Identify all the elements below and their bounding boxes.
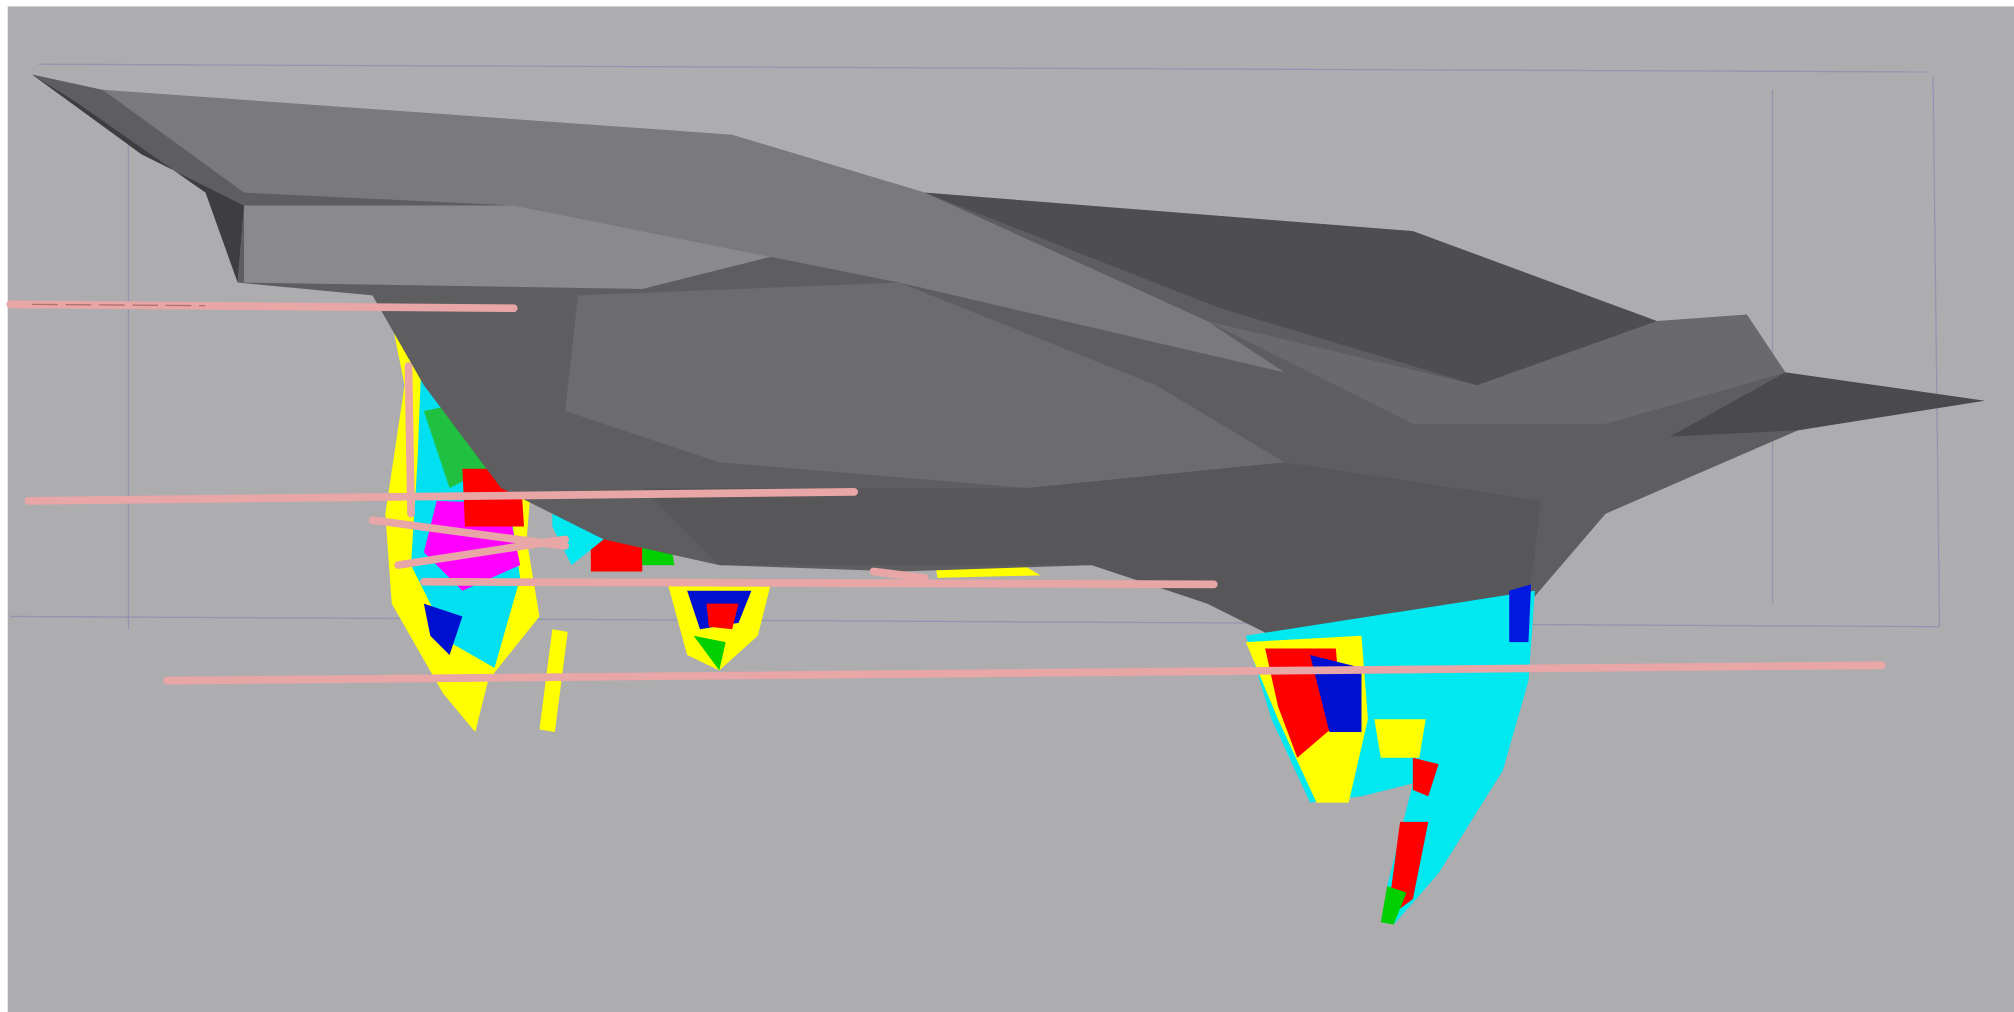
surface-face [244, 205, 771, 289]
ore-red [1412, 757, 1439, 797]
surface-face [1207, 314, 1786, 424]
surface-face [642, 462, 1542, 649]
ore-blue [423, 603, 463, 655]
bbox-edge [10, 615, 1940, 628]
bbox-edge [1932, 77, 1941, 627]
bounding-box [10, 63, 1941, 630]
tunnel [404, 362, 415, 518]
tunnel-detail [32, 303, 206, 307]
tunnel [420, 577, 1218, 589]
surface-face [565, 282, 1285, 489]
ore-blue [1310, 654, 1362, 733]
tunnels [6, 300, 1886, 685]
surface-face [102, 89, 1285, 373]
ore-red [706, 603, 739, 630]
ore-green [1380, 886, 1407, 925]
ore-yellow [1374, 719, 1426, 758]
main-body [32, 74, 1985, 649]
bbox-edge [38, 63, 1927, 73]
surface-face [1669, 372, 1985, 437]
tunnel [869, 567, 929, 582]
tunnel [163, 661, 1886, 685]
ore-blue [1509, 584, 1532, 643]
tunnel [24, 488, 859, 505]
ore-green [693, 635, 726, 671]
tunnel [6, 300, 518, 313]
ore-body-right [1245, 584, 1535, 925]
surface-face [924, 192, 1657, 386]
tunnel [394, 535, 570, 569]
